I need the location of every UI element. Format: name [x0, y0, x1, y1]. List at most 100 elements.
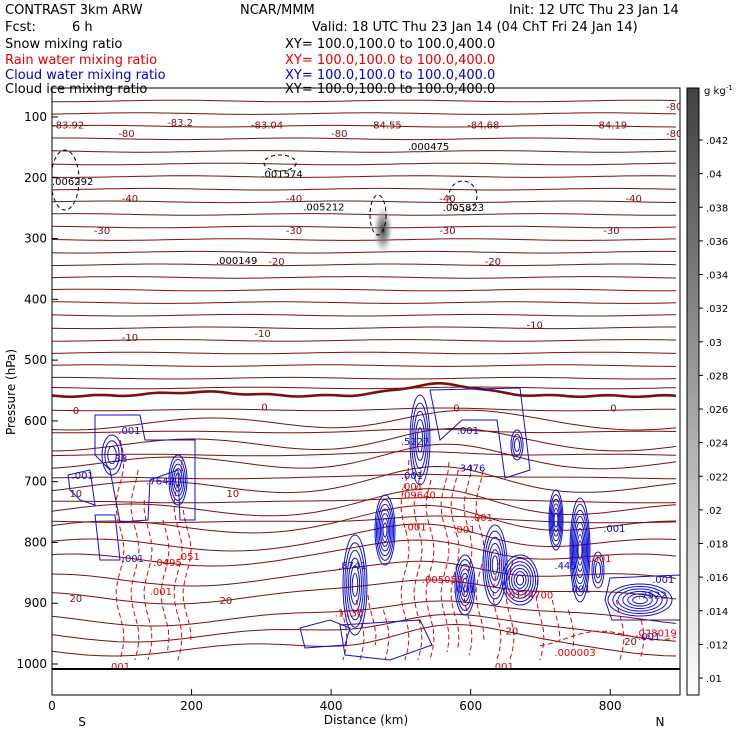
y-tick-label: 300	[24, 232, 47, 246]
ice-contour	[448, 180, 478, 212]
cloud-water-contour	[506, 561, 534, 599]
ice-maximum-label: .001574	[261, 170, 302, 181]
isotherm-label: -20	[485, 257, 501, 268]
cloud-water-label: .3476	[457, 464, 486, 475]
rain-contour	[639, 619, 645, 661]
isotherm-line	[52, 276, 677, 279]
legend-ice-xy: XY= 100.0,100.0 to 100.0,400.0	[285, 82, 495, 97]
cloud-water-contour	[456, 559, 474, 611]
valid-time: Valid: 18 UTC Thu 23 Jan 14 (04 ChT Fri …	[312, 20, 638, 35]
temperature-contours	[52, 99, 677, 657]
x-tick-label: 600	[459, 699, 482, 713]
isotherm-line	[52, 351, 677, 355]
cloud-water-contour	[482, 524, 508, 606]
cloud-water-label: .001	[453, 585, 475, 596]
cloud-water-contour	[339, 619, 433, 661]
colorbar-unit: g kg-1	[704, 84, 733, 97]
cloud-water-contour	[454, 554, 476, 616]
isotherm-label: -84.68	[467, 120, 499, 131]
x-axis-south-label: S	[78, 715, 86, 729]
cloud-water-contour	[488, 542, 502, 588]
cloud-water-contour	[574, 521, 586, 579]
cloud-water-contour	[379, 513, 391, 547]
isotherm-line	[52, 623, 677, 657]
isotherm-line	[52, 364, 676, 367]
cloud-water-label: .001	[603, 524, 625, 535]
isotherm-line	[52, 600, 677, 627]
cloud-water-contour	[349, 565, 361, 605]
rain-label: .0495	[153, 558, 182, 569]
cloud-water-contour	[632, 595, 648, 605]
colorbar-tick-label: .024	[706, 439, 728, 450]
cloud-water-contour	[569, 497, 591, 603]
rain-label: .001	[471, 513, 493, 524]
rain-label: .001	[453, 525, 475, 536]
cloud-water-contour	[577, 540, 583, 560]
cloud-water-label: .8741	[338, 561, 367, 572]
cloud-water-contour	[573, 515, 587, 585]
cloud-water-contour	[501, 554, 539, 606]
cloud-water-contour	[377, 503, 393, 557]
rain-contour	[130, 469, 140, 661]
cloud-water-contour	[460, 572, 470, 598]
cloud-water-contour	[593, 556, 603, 584]
x-axis-title: Distance (km)	[324, 713, 408, 727]
legend-cloud-water-name: Cloud water mixing ratio	[5, 68, 166, 83]
isotherm-line	[52, 175, 677, 178]
isotherm-label: 20	[69, 594, 82, 605]
cloud-water-contour	[515, 574, 525, 586]
init-time: Init: 12 UTC Thu 23 Jan 14	[509, 3, 679, 18]
cloud-water-contours	[67, 387, 680, 661]
isotherm-line	[52, 497, 677, 504]
cloud-water-contour	[378, 508, 392, 552]
isotherm-line	[52, 200, 677, 204]
rain-contour	[615, 599, 625, 661]
isotherm-label: 10	[69, 489, 82, 500]
cloud-ice-features	[52, 149, 478, 254]
plot-area: -83.92 -83.2 -83.04 -84.55 -84.68 -84.19 -80 -8…	[52, 99, 680, 673]
cloud-water-contour	[170, 459, 186, 501]
cloud-water-contour	[627, 593, 653, 607]
isotherm-line	[52, 187, 677, 191]
isotherm-label: 0	[610, 404, 616, 415]
isotherm-label: -83.04	[251, 120, 283, 131]
cloud-water-contour	[510, 429, 524, 461]
cloud-water-contour	[551, 503, 561, 537]
forecast-label: Fcst:	[5, 20, 36, 35]
cloud-water-contour	[489, 549, 501, 581]
rain-contour	[160, 519, 170, 651]
colorbar-tick-label: .016	[706, 573, 728, 584]
isotherm-line	[52, 409, 677, 431]
isotherm-line	[52, 488, 677, 517]
rain-label: .001	[492, 662, 514, 673]
colorbar-tick-label: .034	[706, 271, 728, 282]
colorbar-tick-label: .04	[706, 170, 722, 181]
cloud-water-contour	[107, 445, 117, 465]
contour-labels: -83.92 -83.2 -83.04 -84.55 -84.68 -84.19 -80 -8…	[52, 102, 680, 673]
rain-label: .001	[108, 662, 130, 673]
cloud-water-contour	[575, 528, 585, 572]
cloud-water-label: .001	[118, 426, 140, 437]
y-axis: 100 200 300 400 500 600 700 800 900 1000	[16, 110, 58, 671]
ice-maximum-label: .005823	[443, 203, 484, 214]
y-tick-label: 500	[24, 353, 47, 367]
rain-contour	[551, 599, 561, 641]
cloud-water-label: .5227	[401, 437, 430, 448]
y-tick-label: 900	[24, 596, 47, 610]
cloud-water-contour	[416, 427, 424, 453]
ice-maximum-label: .000475	[408, 142, 449, 153]
rain-contour	[367, 594, 377, 646]
cloud-water-label: .001	[401, 471, 423, 482]
isotherm-label: -30	[94, 226, 110, 237]
cloud-water-contour	[508, 564, 532, 596]
isotherm-label: -80	[331, 129, 347, 140]
cloud-water-contour	[612, 585, 668, 615]
isotherm-line	[52, 579, 677, 605]
cloud-water-contour	[429, 387, 531, 479]
rain-contour	[475, 469, 485, 641]
rain-contour	[450, 469, 460, 651]
isotherm-line	[52, 326, 676, 330]
isotherm-line	[52, 407, 677, 412]
isotherm-line	[52, 386, 677, 390]
